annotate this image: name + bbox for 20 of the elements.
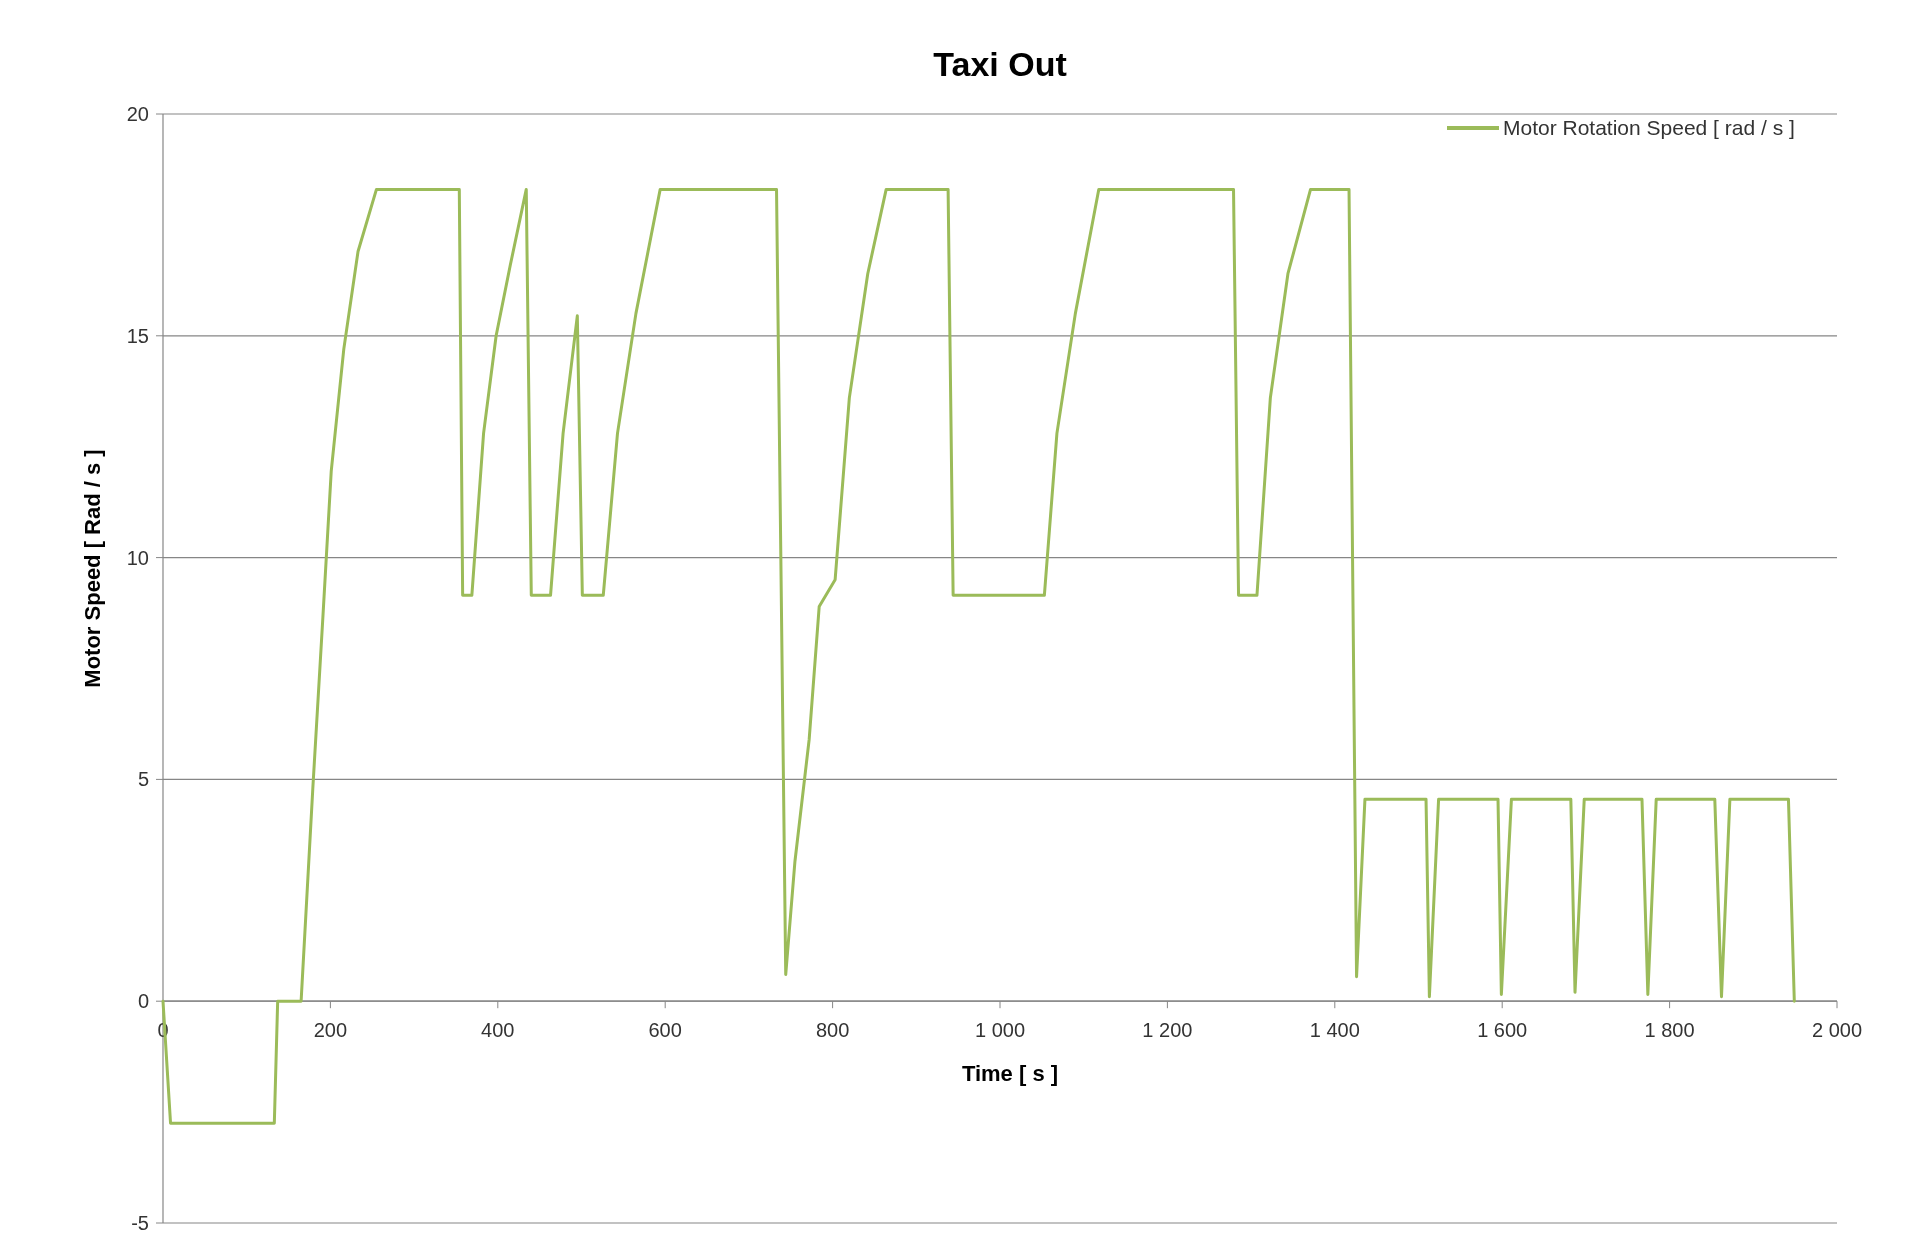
y-axis-title: Motor Speed [ Rad / s ] [80,449,105,688]
x-tick-label: 800 [815,1019,850,1042]
y-tick-label: 15 [126,324,149,347]
x-tick-label: 600 [648,1019,682,1042]
y-tick-label: 10 [126,546,149,569]
chart-title: Taxi Out [933,45,1067,83]
x-tick-label: 1 000 [974,1019,1026,1042]
x-tick-label: 400 [481,1019,515,1042]
legend-label: Motor Rotation Speed [ rad / s ] [1503,116,1795,139]
y-tick-label: 5 [137,768,149,791]
y-tick-label: 20 [126,103,149,125]
x-tick-label: 1 400 [1309,1019,1360,1042]
x-axis-title: Time [ s ] [961,1061,1059,1087]
x-tick-label: 1 600 [1477,1019,1528,1042]
x-tick-label: 200 [313,1019,348,1042]
y-tick-label: -5 [131,1212,149,1234]
y-tick-label: 0 [137,990,149,1013]
x-tick-label: 1 800 [1644,1019,1695,1042]
x-tick-label: 1 200 [1142,1019,1193,1042]
x-tick-label: 2 000 [1811,1019,1863,1042]
